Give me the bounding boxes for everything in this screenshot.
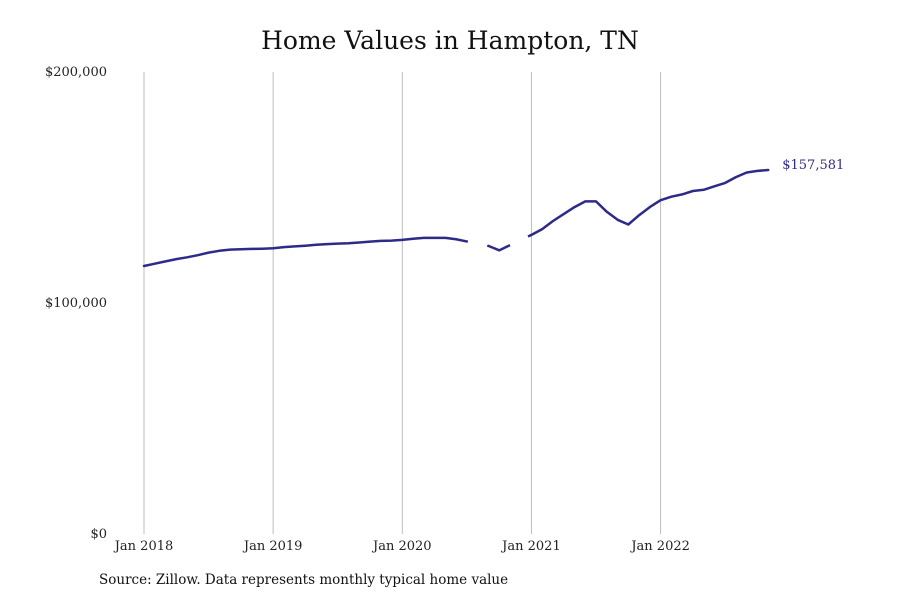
chart-title: Home Values in Hampton, TN [261,26,639,55]
x-tick-label: Jan 2019 [242,539,303,554]
home-value-series [142,168,770,268]
series-gap-dashed [498,233,532,252]
x-tick-label: Jan 2021 [500,539,561,554]
y-tick-label: $100,000 [45,296,107,311]
x-tick-label: Jan 2018 [113,539,174,554]
vertical-gridlines [143,72,662,534]
x-tick-label: Jan 2022 [629,539,690,554]
series-line-segment [530,168,770,237]
series-line-segment [487,244,501,252]
x-axis-ticks: Jan 2018 Jan 2019 Jan 2020 Jan 2021 Jan 2022 [113,539,690,554]
end-value-label: $157,581 [782,158,844,173]
y-axis-ticks: $0 $100,000 $200,000 [45,65,107,542]
series-line-segment [142,236,458,268]
y-tick-label: $0 [90,527,107,542]
x-tick-label: Jan 2020 [371,539,432,554]
series-gap-dashed [455,238,489,248]
y-tick-label: $200,000 [45,65,107,80]
source-note: Source: Zillow. Data represents monthly … [99,572,509,588]
